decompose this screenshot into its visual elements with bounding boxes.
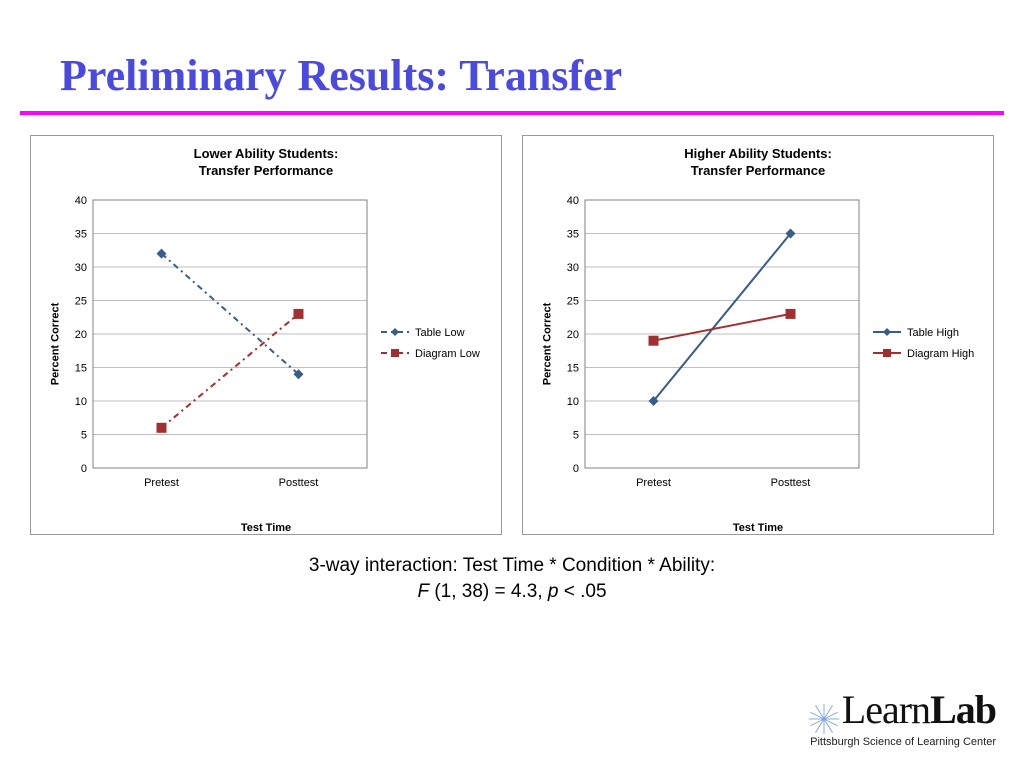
legend-item: Diagram Low bbox=[381, 347, 493, 362]
svg-text:30: 30 bbox=[75, 262, 87, 274]
left-legend: Table Low Diagram Low bbox=[373, 194, 493, 494]
legend-swatch-icon bbox=[873, 347, 901, 362]
right-title-line2: Transfer Performance bbox=[691, 163, 825, 178]
svg-text:35: 35 bbox=[75, 228, 87, 240]
caption-line1: 3-way interaction: Test Time * Condition… bbox=[309, 555, 715, 576]
legend-swatch-icon bbox=[381, 347, 409, 362]
right-plot: 0 5 10 15 20 25 30 35 40 Pretest Posttest bbox=[553, 194, 865, 494]
logo-text: LearnLab bbox=[842, 687, 996, 732]
caption-p: p bbox=[548, 581, 559, 602]
left-ylabel: Percent Correct bbox=[50, 303, 62, 386]
left-title-line1: Lower Ability Students: bbox=[194, 146, 339, 161]
caption-ptail: < .05 bbox=[558, 581, 606, 602]
left-panel-title: Lower Ability Students: Transfer Perform… bbox=[39, 146, 493, 180]
svg-text:Pretest: Pretest bbox=[636, 477, 671, 489]
right-title-line1: Higher Ability Students: bbox=[684, 146, 832, 161]
right-legend: Table High Diagram High bbox=[865, 194, 985, 494]
svg-text:0: 0 bbox=[81, 463, 87, 475]
legend-item: Table High bbox=[873, 326, 985, 341]
svg-text:35: 35 bbox=[567, 228, 579, 240]
right-xlabel: Test Time bbox=[531, 522, 985, 534]
caption: 3-way interaction: Test Time * Condition… bbox=[0, 553, 1024, 604]
chart-panels: Lower Ability Students: Transfer Perform… bbox=[0, 135, 1024, 535]
svg-text:10: 10 bbox=[567, 396, 579, 408]
svg-text:Posttest: Posttest bbox=[279, 477, 319, 489]
left-panel: Lower Ability Students: Transfer Perform… bbox=[30, 135, 502, 535]
caption-F: F bbox=[417, 581, 429, 602]
legend-label: Table High bbox=[907, 327, 959, 339]
svg-text:5: 5 bbox=[573, 429, 579, 441]
left-xlabel: Test Time bbox=[39, 522, 493, 534]
caption-df: (1, 38) = 4.3, bbox=[429, 581, 548, 602]
legend-swatch-icon bbox=[381, 326, 409, 341]
left-title-line2: Transfer Performance bbox=[199, 163, 333, 178]
left-plot: 0 5 10 15 20 25 30 35 40 Pretest Posttest bbox=[61, 194, 373, 494]
svg-text:15: 15 bbox=[567, 362, 579, 374]
svg-text:20: 20 bbox=[567, 329, 579, 341]
title-rule bbox=[20, 111, 1004, 115]
legend-label: Diagram High bbox=[907, 348, 974, 360]
svg-text:40: 40 bbox=[567, 195, 579, 207]
svg-text:25: 25 bbox=[75, 295, 87, 307]
logo-burst-icon bbox=[807, 702, 841, 736]
legend-item: Diagram High bbox=[873, 347, 985, 362]
right-panel: Higher Ability Students: Transfer Perfor… bbox=[522, 135, 994, 535]
svg-text:40: 40 bbox=[75, 195, 87, 207]
logo-subtitle: Pittsburgh Science of Learning Center bbox=[807, 736, 996, 748]
right-panel-title: Higher Ability Students: Transfer Perfor… bbox=[531, 146, 985, 180]
legend-label: Diagram Low bbox=[415, 348, 480, 360]
legend-item: Table Low bbox=[381, 326, 493, 341]
svg-text:25: 25 bbox=[567, 295, 579, 307]
logo-text-b: Lab bbox=[930, 687, 996, 732]
svg-text:0: 0 bbox=[573, 463, 579, 475]
svg-text:5: 5 bbox=[81, 429, 87, 441]
logo-text-a: Learn bbox=[842, 687, 930, 732]
learnlab-logo: LearnLab Pittsburgh Science of Learning … bbox=[807, 686, 996, 748]
right-ylabel: Percent Correct bbox=[542, 303, 554, 386]
svg-text:20: 20 bbox=[75, 329, 87, 341]
svg-text:10: 10 bbox=[75, 396, 87, 408]
svg-text:Pretest: Pretest bbox=[144, 477, 179, 489]
svg-text:15: 15 bbox=[75, 362, 87, 374]
legend-label: Table Low bbox=[415, 327, 465, 339]
svg-text:30: 30 bbox=[567, 262, 579, 274]
page-title: Preliminary Results: Transfer bbox=[0, 0, 1024, 111]
svg-text:Posttest: Posttest bbox=[771, 477, 811, 489]
legend-swatch-icon bbox=[873, 326, 901, 341]
